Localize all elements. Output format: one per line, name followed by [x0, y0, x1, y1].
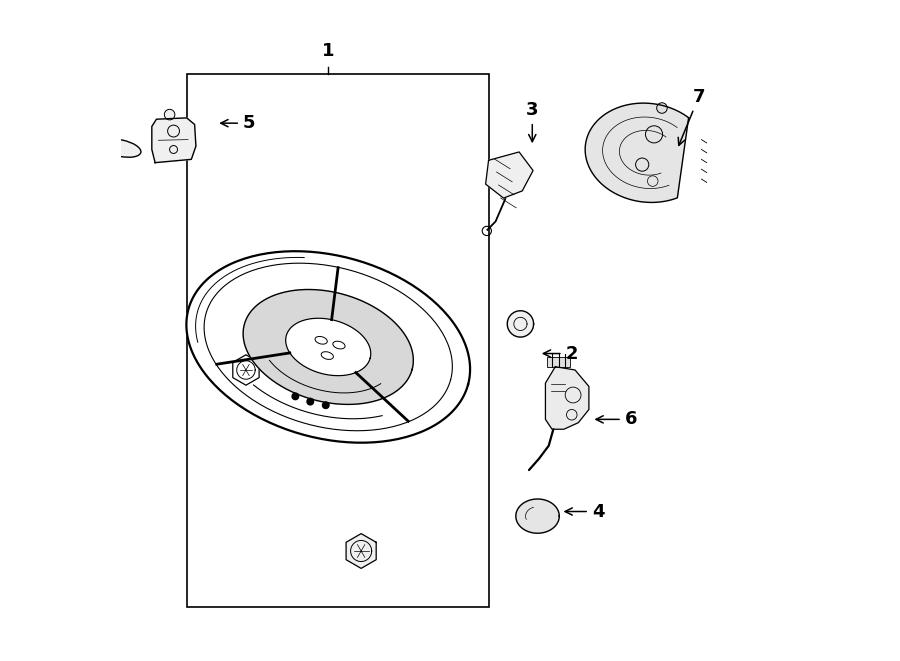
- Polygon shape: [545, 367, 589, 429]
- Text: 7: 7: [679, 88, 705, 145]
- Bar: [186, 74, 490, 607]
- Polygon shape: [285, 318, 371, 375]
- Polygon shape: [243, 290, 413, 405]
- Polygon shape: [346, 533, 376, 568]
- Text: 1: 1: [322, 42, 335, 59]
- Polygon shape: [186, 251, 470, 443]
- Circle shape: [307, 399, 313, 405]
- Text: 2: 2: [544, 344, 578, 362]
- Polygon shape: [508, 311, 534, 337]
- Polygon shape: [233, 355, 259, 385]
- Polygon shape: [152, 118, 196, 163]
- Circle shape: [322, 402, 329, 408]
- Text: 4: 4: [565, 502, 605, 520]
- Text: 6: 6: [596, 410, 637, 428]
- Text: 3: 3: [526, 101, 538, 141]
- Polygon shape: [486, 152, 533, 198]
- Circle shape: [657, 102, 667, 113]
- Bar: [547, 357, 571, 367]
- Circle shape: [165, 109, 175, 120]
- Polygon shape: [585, 103, 688, 202]
- Ellipse shape: [101, 139, 141, 157]
- Polygon shape: [516, 499, 559, 533]
- Circle shape: [292, 393, 299, 400]
- Text: 5: 5: [220, 114, 256, 132]
